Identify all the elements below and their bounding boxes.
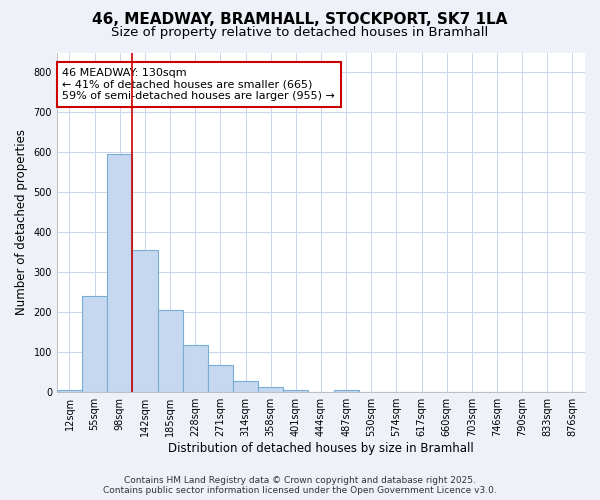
Text: Size of property relative to detached houses in Bramhall: Size of property relative to detached ho… — [112, 26, 488, 39]
Text: 46, MEADWAY, BRAMHALL, STOCKPORT, SK7 1LA: 46, MEADWAY, BRAMHALL, STOCKPORT, SK7 1L… — [92, 12, 508, 28]
Bar — [208, 365, 233, 392]
Bar — [107, 154, 133, 392]
Text: 46 MEADWAY: 130sqm
← 41% of detached houses are smaller (665)
59% of semi-detach: 46 MEADWAY: 130sqm ← 41% of detached hou… — [62, 68, 335, 101]
Bar — [57, 390, 82, 392]
Bar — [182, 345, 208, 392]
Bar — [158, 310, 182, 392]
Bar — [133, 250, 158, 392]
Bar — [82, 296, 107, 392]
X-axis label: Distribution of detached houses by size in Bramhall: Distribution of detached houses by size … — [168, 442, 474, 455]
Text: Contains HM Land Registry data © Crown copyright and database right 2025.
Contai: Contains HM Land Registry data © Crown c… — [103, 476, 497, 495]
Bar — [283, 390, 308, 392]
Bar — [334, 390, 359, 392]
Y-axis label: Number of detached properties: Number of detached properties — [15, 130, 28, 316]
Bar — [258, 386, 283, 392]
Bar — [233, 381, 258, 392]
